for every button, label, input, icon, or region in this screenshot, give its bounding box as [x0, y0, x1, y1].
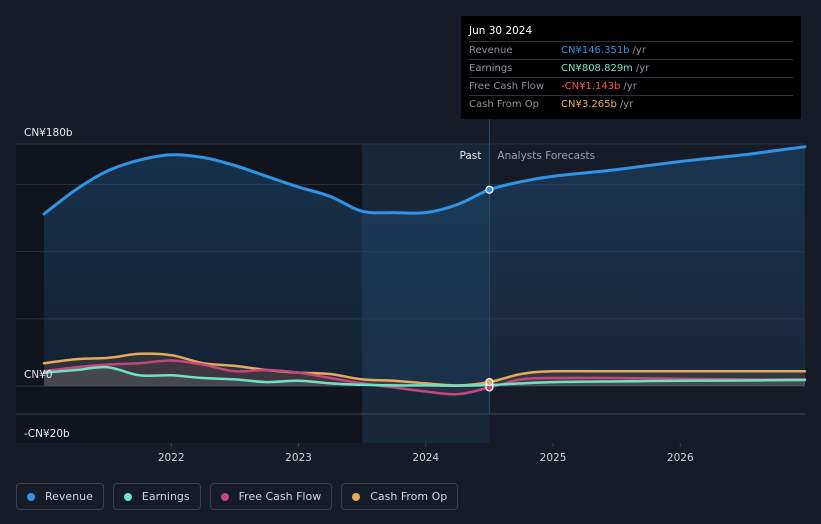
tooltip-row-free-cash-flow: Free Cash Flow -CN¥1.143b /yr [469, 78, 793, 96]
series-line-revenue [42, 145, 807, 216]
tooltip-row-revenue: Revenue CN¥146.351b /yr [469, 42, 793, 60]
tooltip-label: Free Cash Flow [469, 81, 545, 92]
series-area-revenue [44, 146, 805, 387]
legend-dot-icon [27, 492, 35, 501]
legend-label: Free Cash Flow [238, 490, 322, 503]
tooltip-unit: /yr [623, 81, 637, 92]
tooltip-value: CN¥3.265b [561, 99, 617, 110]
series-line-earnings [42, 365, 807, 387]
legend-item-free-cash-flow[interactable]: Free Cash Flow [209, 483, 333, 510]
series-area-earnings [44, 367, 805, 387]
tooltip-unit: /yr [632, 45, 646, 56]
series-area-free_cash_flow [44, 360, 805, 395]
legend-dot-icon [123, 492, 132, 501]
tooltip-value: CN¥808.829m [561, 63, 633, 74]
tooltip-marker-cash_from_op [485, 377, 494, 387]
y-tick-label: CN¥0 [24, 369, 53, 381]
tooltip-value: CN¥146.351b [561, 45, 630, 56]
forecast-label: Analysts Forecasts [497, 150, 595, 162]
x-tick-label: 2024 [412, 452, 439, 464]
x-tick-label: 2022 [158, 452, 185, 464]
legend: Revenue Earnings Free Cash Flow Cash Fro… [16, 483, 467, 510]
tooltip: Jun 30 2024 Revenue CN¥146.351b /yr Earn… [461, 16, 801, 119]
tooltip-row-earnings: Earnings CN¥808.829m /yr [469, 60, 793, 78]
legend-item-earnings[interactable]: Earnings [112, 483, 201, 510]
past-label: Past [460, 150, 482, 162]
x-tick-label: 2026 [667, 452, 694, 464]
series-line-free_cash_flow [42, 359, 807, 396]
x-tick-label: 2023 [285, 452, 312, 464]
legend-label: Revenue [45, 490, 93, 503]
tooltip-value: -CN¥1.143b [561, 81, 621, 92]
tooltip-unit: /yr [619, 99, 634, 110]
tooltip-label: Earnings [469, 63, 513, 74]
legend-dot-icon [352, 492, 361, 501]
y-tick-label: CN¥180b [24, 127, 73, 139]
legend-item-revenue[interactable]: Revenue [16, 483, 104, 510]
x-tick-label: 2025 [540, 452, 567, 464]
legend-item-cash-from-op[interactable]: Cash From Op [341, 483, 459, 510]
legend-label: Earnings [141, 490, 190, 503]
tooltip-label: Cash From Op [469, 99, 540, 110]
series-line-cash_from_op [42, 352, 807, 387]
tooltip-label: Revenue [469, 45, 513, 56]
legend-dot-icon [220, 492, 229, 501]
legend-label: Cash From Op [370, 490, 448, 503]
tooltip-row-cash-from-op: Cash From Op CN¥3.265b /yr [469, 96, 793, 113]
tooltip-marker-revenue [485, 185, 494, 194]
tooltip-unit: /yr [635, 63, 650, 74]
y-tick-label: -CN¥20b [24, 428, 70, 440]
tooltip-date: Jun 30 2024 [469, 24, 793, 42]
